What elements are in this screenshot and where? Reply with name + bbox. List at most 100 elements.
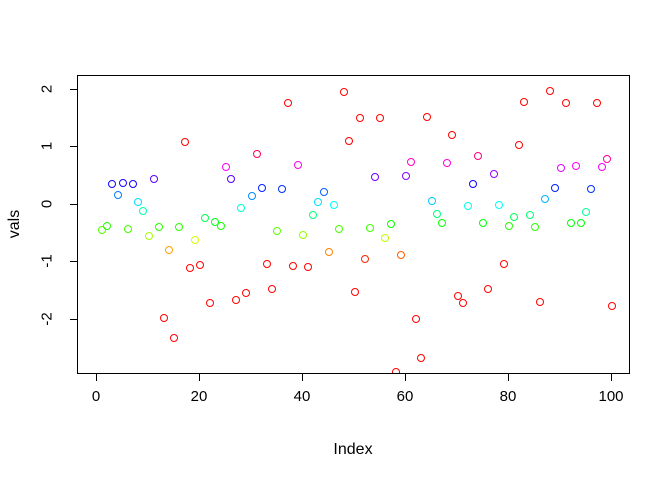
data-point: [278, 184, 287, 193]
data-point: [546, 87, 555, 96]
data-point: [242, 289, 251, 298]
data-point: [335, 225, 344, 234]
data-point: [608, 302, 616, 311]
data-point: [577, 218, 586, 227]
data-point: [262, 259, 271, 268]
data-point: [314, 198, 323, 207]
data-point: [541, 194, 550, 203]
x-tick-mark: [611, 374, 612, 381]
data-point: [571, 161, 580, 170]
data-point: [474, 152, 483, 161]
data-point: [175, 222, 184, 231]
y-tick-label: 1: [38, 141, 56, 151]
data-point: [139, 206, 148, 215]
data-point: [283, 98, 292, 107]
data-point: [170, 333, 179, 342]
y-tick-mark: [70, 318, 77, 320]
data-point: [484, 285, 493, 294]
data-point: [417, 354, 426, 363]
data-point: [293, 160, 302, 169]
data-point: [530, 222, 539, 231]
data-point: [376, 114, 385, 123]
data-point: [319, 188, 328, 197]
data-point: [201, 213, 210, 222]
data-point: [381, 233, 390, 242]
data-point: [257, 183, 266, 192]
y-tick-mark: [70, 146, 77, 147]
x-tick-mark: [405, 374, 406, 381]
data-point: [165, 245, 174, 254]
x-tick-label: 20: [190, 388, 208, 405]
data-point: [268, 285, 277, 294]
data-point: [149, 174, 158, 183]
data-point: [211, 217, 220, 226]
x-tick-mark: [96, 374, 97, 381]
data-point: [304, 263, 313, 272]
data-point: [479, 218, 488, 227]
data-point: [422, 113, 431, 122]
data-point: [129, 179, 138, 188]
data-point: [134, 198, 143, 207]
y-tick-label: 0: [38, 199, 56, 208]
data-point: [345, 137, 354, 146]
data-point: [216, 221, 225, 230]
data-point: [520, 98, 529, 107]
data-point: [221, 162, 230, 171]
data-point: [232, 295, 241, 304]
data-point: [458, 298, 467, 307]
x-tick-label: 0: [91, 388, 101, 405]
data-point: [299, 230, 307, 239]
data-point: [463, 201, 472, 210]
data-point: [515, 141, 524, 150]
x-tick-label: 60: [396, 388, 414, 405]
data-point: [206, 298, 215, 307]
data-point: [448, 130, 457, 139]
x-tick-mark: [508, 374, 509, 381]
data-point: [360, 255, 369, 264]
x-axis-title: Index: [333, 441, 373, 458]
data-point: [123, 224, 132, 233]
data-point: [144, 232, 153, 241]
data-point: [103, 222, 112, 231]
data-point: [273, 226, 282, 235]
data-point: [453, 291, 462, 300]
data-point: [427, 197, 436, 206]
data-point: [407, 157, 416, 166]
x-tick-mark: [302, 374, 303, 381]
data-point: [159, 313, 168, 322]
data-point: [252, 149, 261, 158]
data-point: [556, 164, 565, 173]
y-tick-mark: [70, 88, 77, 90]
data-point: [396, 251, 405, 260]
data-point: [391, 367, 400, 373]
data-point: [597, 163, 606, 172]
data-point: [602, 154, 611, 163]
plot-area: [77, 75, 630, 374]
data-point: [118, 179, 127, 188]
data-point: [288, 262, 297, 271]
y-tick-label: -1: [38, 254, 56, 268]
data-point: [432, 209, 441, 218]
data-point: [505, 222, 513, 231]
data-point: [371, 172, 380, 181]
data-point: [226, 175, 235, 184]
y-tick-mark: [70, 261, 77, 262]
data-point: [350, 287, 359, 296]
data-point: [468, 180, 477, 189]
data-point: [108, 179, 117, 188]
data-point: [494, 201, 503, 210]
data-point: [247, 191, 256, 200]
data-point: [587, 184, 596, 193]
data-point: [566, 218, 575, 227]
y-tick-label: -2: [38, 311, 56, 326]
data-point: [196, 260, 204, 269]
data-point: [309, 210, 318, 219]
data-point: [412, 314, 421, 323]
data-point: [355, 113, 364, 122]
data-point: [329, 200, 338, 209]
data-point: [324, 248, 333, 257]
data-point: [582, 207, 591, 216]
x-tick-label: 40: [293, 388, 311, 405]
x-tick-mark: [199, 374, 200, 381]
